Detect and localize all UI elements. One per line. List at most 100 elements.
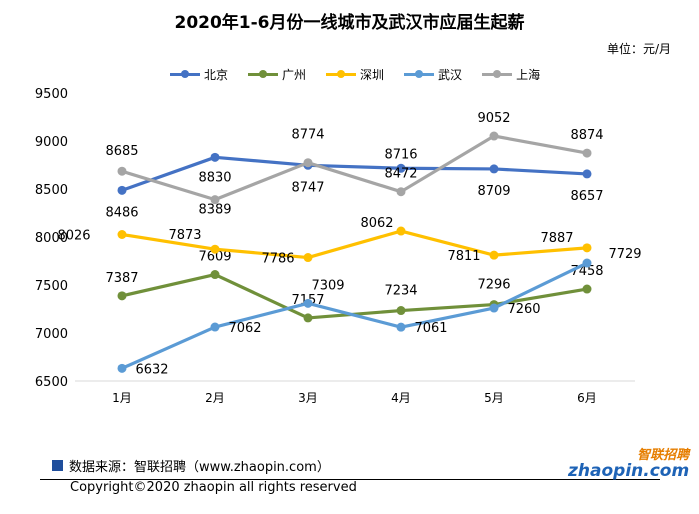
y-tick-label: 8000 xyxy=(35,231,68,246)
data-label: 8026 xyxy=(57,229,90,244)
legend-swatch xyxy=(248,70,279,78)
x-tick-label: 6月 xyxy=(577,391,597,405)
data-label: 8657 xyxy=(570,189,603,204)
series-line-深圳 xyxy=(121,229,588,260)
data-point-上海 xyxy=(489,131,499,141)
data-label: 8062 xyxy=(360,216,393,231)
data-point-北京 xyxy=(396,163,406,173)
data-label: 8747 xyxy=(291,180,324,195)
data-label: 7811 xyxy=(447,249,480,264)
data-point-上海 xyxy=(396,187,406,197)
data-point-深圳 xyxy=(582,243,592,253)
data-label: 7786 xyxy=(261,252,294,267)
legend-label: 深圳 xyxy=(360,68,385,82)
data-point-北京 xyxy=(582,169,592,179)
data-point-武汉 xyxy=(582,258,592,268)
data-label: 8685 xyxy=(105,144,138,159)
logo-cn: 智联招聘 xyxy=(637,448,690,463)
source-note: 数据来源：智联招聘（www.zhaopin.com） xyxy=(52,456,330,475)
legend-swatch xyxy=(404,70,435,78)
data-label: 7260 xyxy=(507,302,540,317)
x-tick-label: 1月 xyxy=(112,391,132,405)
data-point-武汉 xyxy=(303,298,313,308)
y-tick-label: 7500 xyxy=(35,279,68,294)
footer-divider xyxy=(40,479,660,480)
x-tick-label: 5月 xyxy=(484,391,504,405)
data-point-上海 xyxy=(117,166,127,176)
data-label: 8389 xyxy=(198,203,231,218)
series-line-上海 xyxy=(121,134,588,202)
data-label: 8709 xyxy=(477,184,510,199)
logo-en: zhaopin.com xyxy=(568,461,690,481)
legend: 北京 广州 深圳 武汉 上海 xyxy=(170,66,540,83)
legend-item: 广州 xyxy=(248,66,306,83)
legend-item: 上海 xyxy=(482,66,540,83)
data-label: 8774 xyxy=(291,128,324,143)
legend-label: 武汉 xyxy=(438,68,463,82)
data-point-武汉 xyxy=(117,363,127,373)
data-point-深圳 xyxy=(210,244,220,254)
data-point-广州 xyxy=(582,284,592,294)
data-label: 8830 xyxy=(198,170,231,185)
data-label: 8486 xyxy=(105,205,138,220)
data-point-北京 xyxy=(489,164,499,174)
series-line-北京 xyxy=(121,155,588,192)
data-point-上海 xyxy=(303,158,313,168)
data-label: 7296 xyxy=(477,278,510,293)
data-point-深圳 xyxy=(303,253,313,263)
legend-label: 上海 xyxy=(516,68,541,82)
unit-label: 单位：元/月 xyxy=(606,42,671,56)
source-square-icon xyxy=(52,460,63,471)
data-label: 8874 xyxy=(570,128,603,143)
data-point-武汉 xyxy=(489,303,499,313)
copyright: Copyright©2020 zhaopin all rights reserv… xyxy=(70,480,357,495)
legend-swatch xyxy=(326,70,357,78)
data-label: 9052 xyxy=(477,111,510,126)
data-point-深圳 xyxy=(489,250,499,260)
data-point-深圳 xyxy=(396,226,406,236)
data-point-广州 xyxy=(303,313,313,323)
data-point-上海 xyxy=(582,148,592,158)
legend-label: 北京 xyxy=(204,68,229,82)
x-tick-label: 2月 xyxy=(205,391,225,405)
data-label: 7061 xyxy=(414,321,447,336)
source-text: 数据来源：智联招聘（www.zhaopin.com） xyxy=(69,460,330,475)
x-tick-label: 4月 xyxy=(391,391,411,405)
legend-item: 深圳 xyxy=(326,66,384,83)
data-point-上海 xyxy=(210,195,220,205)
x-tick-label: 3月 xyxy=(298,391,318,405)
data-label: 8716 xyxy=(384,147,417,162)
data-label: 7309 xyxy=(311,278,344,293)
legend-label: 广州 xyxy=(282,68,307,82)
data-point-广州 xyxy=(210,270,220,280)
data-point-北京 xyxy=(117,185,127,195)
y-tick-label: 6500 xyxy=(35,375,68,390)
legend-item: 北京 xyxy=(170,66,228,83)
legend-item: 武汉 xyxy=(404,66,462,83)
y-tick-label: 9500 xyxy=(35,87,68,102)
data-point-深圳 xyxy=(117,230,127,240)
data-label: 7729 xyxy=(608,247,641,262)
data-label: 7062 xyxy=(228,321,261,336)
data-label: 7873 xyxy=(168,228,201,243)
data-label: 7887 xyxy=(540,231,573,246)
data-label: 7609 xyxy=(198,250,231,265)
data-label: 7234 xyxy=(384,284,417,299)
y-tick-label: 9000 xyxy=(35,135,68,150)
chart-title: 2020年1-6月份一线城市及武汉市应届生起薪 xyxy=(174,13,525,33)
data-point-武汉 xyxy=(210,322,220,332)
data-label: 7387 xyxy=(105,271,138,286)
data-label: 8472 xyxy=(384,167,417,182)
data-point-北京 xyxy=(210,152,220,162)
legend-swatch xyxy=(482,70,513,78)
series-line-武汉 xyxy=(121,261,588,370)
y-tick-label: 7000 xyxy=(35,327,68,342)
data-label: 6632 xyxy=(135,362,168,377)
data-point-广州 xyxy=(117,291,127,301)
data-point-广州 xyxy=(396,306,406,316)
legend-swatch xyxy=(170,70,200,78)
data-point-武汉 xyxy=(396,322,406,332)
y-tick-label: 8500 xyxy=(35,183,68,198)
